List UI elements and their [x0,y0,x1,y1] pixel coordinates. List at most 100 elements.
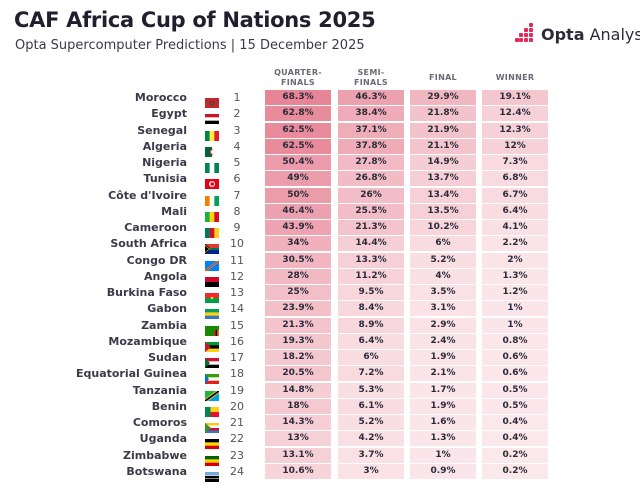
table-row: Comoros 21 14.3% 5.2% 1.6% 0.4% [0,415,640,433]
team-name: Burkina Faso [106,286,187,299]
team-name: Zambia [141,318,187,332]
table-row: Burkina Faso 13 25% 9.5% 3.5% 1.2% [0,285,640,304]
probability-cell: 62.5% [265,122,331,138]
probability-cell: 34% [265,236,331,252]
rank-number: 9 [233,221,241,234]
probability-cell: 3% [338,463,404,479]
probability-cell: 50% [265,187,331,203]
probability-cell: 0.5% [482,382,548,398]
team-name: Tunisia [143,172,187,186]
probability-cell: 12% [482,138,548,154]
column-header: FINAL [429,73,457,82]
probability-cell: 10.6% [265,463,331,479]
probability-cell: 0.6% [482,366,548,382]
probability-cell: 2.4% [410,333,476,349]
rank-number: 15 [230,318,244,332]
probability-cell: 6% [410,236,476,252]
rank-number: 8 [233,204,241,218]
probability-cell: 5.2% [410,252,476,268]
probability-cell: 49% [265,171,331,187]
probability-cell: 37.1% [338,122,404,138]
team-name: Mozambique [108,334,187,348]
egypt-flag-icon [205,109,219,125]
probability-cell: 21.1% [410,138,476,154]
probability-cell: 12.3% [482,122,548,138]
table-row: Equatorial Guinea 18 20.5% 7.2% 2.1% 0.6% [0,366,640,385]
team-name: Senegal [137,123,187,137]
probability-cell: 3.5% [410,285,476,300]
column-header: SEMI- FINALS [354,68,388,87]
team-name: Uganda [139,432,187,446]
probability-cell: 5.2% [338,415,404,430]
burkina-faso-flag-icon [205,288,219,304]
table-row: Congo DR 11 30.5% 13.3% 5.2% 2% [0,252,640,271]
probability-cell: 46.4% [265,203,331,219]
uganda-flag-icon [205,434,219,450]
column-header: WINNER [495,73,535,82]
morocco-flag-icon [205,93,219,108]
table-row: Benin 20 18% 6.1% 1.9% 0.5% [0,398,640,417]
team-name: Mali [161,204,187,218]
table-row: Mali 8 46.4% 25.5% 13.5% 6.4% [0,203,640,222]
table-row: Mozambique 16 19.3% 6.4% 2.4% 0.8% [0,333,640,352]
table-row: Cameroon 9 43.9% 21.3% 10.2% 4.1% [0,220,640,238]
probability-cell: 12.4% [482,106,548,122]
probability-cell: 1.6% [410,415,476,430]
probability-cell: 2.1% [410,366,476,382]
team-name: Nigeria [142,156,187,169]
team-name: Morocco [134,91,187,104]
table-row: Egypt 2 62.8% 38.4% 21.8% 12.4% [0,106,640,125]
nigeria-flag-icon [205,158,220,173]
probability-cell: 10.2% [410,220,476,235]
table-row: Zambia 15 21.3% 8.9% 2.9% 1% [0,317,640,336]
table-row: Botswana 24 10.6% 3% 0.9% 0.2% [0,463,640,482]
table-row: Tanzania 19 14.8% 5.3% 1.7% 0.5% [0,382,640,401]
table-row: Algeria 4 62.5% 37.8% 21.1% 12% [0,138,640,157]
cameroon-flag-icon [205,223,220,238]
probability-cell: 19.3% [265,333,331,349]
tanzania-flag-icon [205,386,219,401]
team-name: Côte d'Ivoire [108,188,187,202]
probability-cell: 1.9% [410,398,476,414]
probability-cell: 26.8% [338,171,404,187]
algeria-flag-icon [205,142,219,157]
team-name: Angola [144,269,187,283]
probability-cell: 6.7% [482,187,548,203]
team-name: Botswana [126,464,187,478]
mozambique-flag-icon [205,337,219,352]
probability-cell: 2.2% [482,236,548,252]
probability-cell: 11.2% [338,268,404,284]
probability-cell: 19.1% [482,90,548,105]
probability-cell: 26% [338,187,404,203]
probability-cell: 5.3% [338,382,404,398]
probability-cell: 27.8% [338,155,404,170]
congo-dr-flag-icon [205,256,219,271]
probability-cell: 13.5% [410,203,476,219]
rank-number: 6 [233,172,241,186]
probability-cell: 6.4% [482,203,548,219]
probability-cell: 0.8% [482,333,548,349]
probability-cell: 1.3% [482,268,548,284]
probability-cell: 13% [265,431,331,447]
probability-cell: 13.7% [410,171,476,187]
probability-cell: 7.3% [482,155,548,170]
team-name: Comoros [132,416,187,429]
rank-number: 17 [230,351,244,364]
probability-cell: 62.5% [265,138,331,154]
botswana-flag-icon [205,467,219,482]
rank-number: 22 [230,432,244,446]
sudan-flag-icon [205,353,219,369]
probability-cell: 21.3% [265,317,331,333]
probability-cell: 8.4% [338,301,404,317]
team-name: Congo DR [126,253,187,267]
table-row: Angola 12 28% 11.2% 4% 1.3% [0,268,640,287]
rank-number: 13 [230,286,244,299]
probability-cell: 37.8% [338,138,404,154]
rank-number: 19 [230,383,244,397]
probability-cell: 0.4% [482,431,548,447]
table-row: Morocco 1 68.3% 46.3% 29.9% 19.1% [0,90,640,108]
table-row: Nigeria 5 50.4% 27.8% 14.9% 7.3% [0,155,640,173]
gabon-flag-icon [205,304,219,320]
opta-analyst-logo: Opta Analyst [515,22,640,50]
rank-number: 10 [230,237,244,251]
